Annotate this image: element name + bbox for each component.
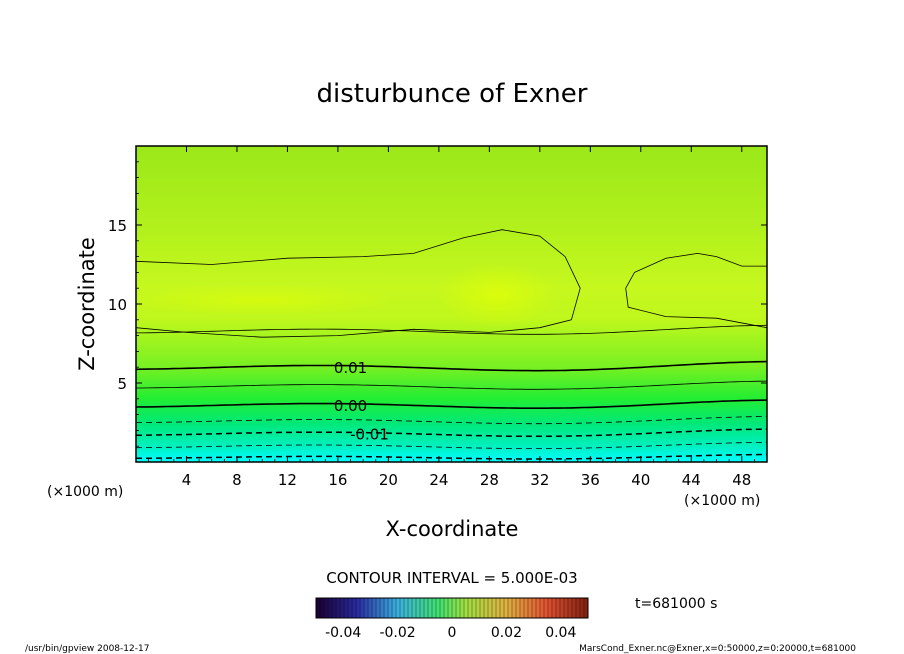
colorbar-stripes xyxy=(319,598,585,618)
plot-area xyxy=(136,146,767,462)
colorbar-tick-label: -0.04 xyxy=(325,625,361,641)
x-tick-label: 4 xyxy=(182,471,192,489)
contour-line-0.02-east xyxy=(625,252,767,329)
footer-right: MarsCond_Exner.nc@Exner,x=0:50000,z=0:20… xyxy=(579,644,856,654)
x-tick-label: 44 xyxy=(682,471,701,489)
contour-line-neg-0.005 xyxy=(136,416,767,425)
y-unit-label: (×1000 m) xyxy=(47,484,123,500)
contour-line-0.005 xyxy=(136,380,767,390)
colorbar-tick-label: 0.02 xyxy=(491,625,522,641)
x-tick-label: 32 xyxy=(530,471,549,489)
footer-left: /usr/bin/gpview 2008-12-17 xyxy=(25,644,149,654)
colorbar-tick-label: -0.02 xyxy=(379,625,415,641)
contour-line-zero xyxy=(136,399,767,409)
y-tick-label: 5 xyxy=(117,375,127,393)
contour-line-0.01 xyxy=(136,360,767,372)
y-tick-label: 15 xyxy=(108,217,127,235)
contour-labels: 0.01 0.00 -0.01 xyxy=(334,359,389,444)
colorbar-ticks: -0.04 -0.02 0 0.02 0.04 xyxy=(325,625,576,641)
contour-line-0.015 xyxy=(136,324,767,335)
contour-label: 0.01 xyxy=(334,359,367,377)
x-tick-label: 28 xyxy=(480,471,499,489)
x-tick-label: 36 xyxy=(581,471,600,489)
x-axis-ticks: 4 8 12 16 20 24 28 32 36 40 44 48 xyxy=(148,146,755,489)
x-tick-label: 16 xyxy=(328,471,347,489)
contour-line-neg-0.01 xyxy=(136,428,767,438)
contour-lines xyxy=(136,229,767,460)
contour-label: -0.01 xyxy=(350,426,389,444)
x-unit-label: (×1000 m) xyxy=(684,493,760,509)
x-tick-label: 24 xyxy=(429,471,448,489)
colorbar-tick-label: 0 xyxy=(448,625,457,641)
y-tick-label: 10 xyxy=(108,296,127,314)
field-maximum-west xyxy=(136,284,400,316)
contour-line-0.02-west xyxy=(136,229,581,338)
field-maximum-center xyxy=(437,263,557,327)
colorbar-tick-label: 0.04 xyxy=(545,625,576,641)
y-axis-ticks: 5 10 15 xyxy=(108,161,767,447)
x-tick-label: 48 xyxy=(732,471,751,489)
contour-interval-label: CONTOUR INTERVAL = 5.000E-03 xyxy=(326,569,577,587)
x-axis-label: X-coordinate xyxy=(386,517,519,541)
contour-label: 0.00 xyxy=(334,397,367,415)
chart-title: disturbunce of Exner xyxy=(317,79,588,109)
y-axis-label: Z-coordinate xyxy=(75,237,99,371)
x-tick-label: 8 xyxy=(232,471,242,489)
time-label: t=681000 s xyxy=(635,596,717,612)
contour-line-neg-0.015 xyxy=(136,453,767,460)
contour-line-neg-0.0125 xyxy=(136,441,767,449)
x-tick-label: 40 xyxy=(631,471,650,489)
x-tick-label: 12 xyxy=(278,471,297,489)
x-tick-label: 20 xyxy=(379,471,398,489)
